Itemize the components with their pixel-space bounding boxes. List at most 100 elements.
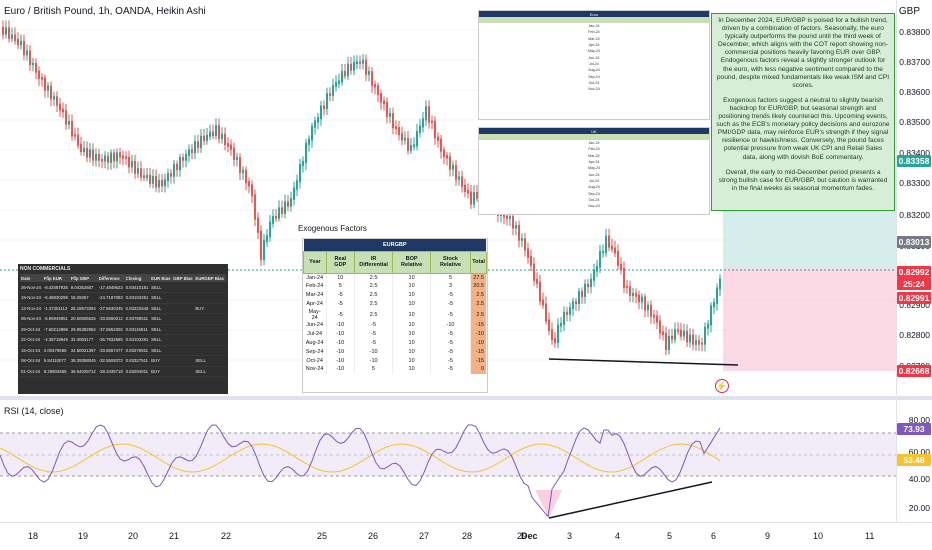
candle: [335, 81, 337, 87]
candle: [140, 168, 142, 178]
time-tick: 4: [615, 531, 621, 541]
table-cell: 0.83115811: [124, 324, 151, 335]
table-cell: Oct-24: [303, 356, 327, 366]
table-cell: Nov-24: [588, 87, 600, 92]
candle: [704, 326, 706, 345]
candle: [410, 145, 412, 151]
candle: [602, 250, 604, 254]
candle: [452, 165, 454, 170]
candle: [536, 278, 538, 284]
table-cell: 15-Oct-24: [20, 345, 43, 356]
table-cell: Aug-24: [588, 68, 600, 73]
table-cell: 27.5: [470, 273, 487, 282]
table-cell: 01-Oct-24: [20, 366, 43, 377]
candle: [530, 255, 532, 266]
candle: [416, 130, 418, 147]
candle: [80, 143, 82, 153]
table-cell: 10: [392, 356, 431, 366]
table-row: Mar-24: [479, 153, 709, 159]
analysis-paragraph-1: In December 2024, EUR/GBP is poised for …: [716, 17, 890, 89]
table-row: Jun-24: [479, 54, 709, 60]
candle: [32, 62, 34, 66]
table-cell: -37.5552302: [97, 324, 125, 335]
candle: [440, 138, 442, 152]
candle: [47, 85, 49, 91]
analysis-paragraph-2: Exogenous factors suggest a neutral to s…: [716, 96, 890, 161]
lightning-icon[interactable]: ⚡: [715, 379, 729, 393]
symbol-title[interactable]: Euro / British Pound, 1h, OANDA, Heikin …: [4, 6, 206, 17]
table-cell: 2.5: [354, 299, 394, 309]
euro-table-title: Euro: [479, 11, 709, 17]
table-cell: 0.83322649: [124, 303, 151, 314]
table-row: Jun-24: [479, 171, 709, 177]
table-cell: 2.5: [470, 290, 487, 300]
table-cell: Mar-24: [303, 290, 327, 300]
pane-separator[interactable]: [0, 396, 932, 400]
table-cell: 05-Nov-24: [20, 313, 43, 325]
table-cell: -5: [430, 356, 472, 366]
candle: [113, 152, 115, 162]
candle: [434, 121, 436, 139]
table-row: 19-Nov-24 -6.46830299 18.25067 -24.7187083 0…: [20, 292, 226, 304]
table-cell: 0.83410181: [124, 282, 151, 293]
table-row: Jul-24: [479, 178, 709, 184]
candle: [11, 34, 13, 39]
price-scale[interactable]: GBP 0.83800 0.83700 0.83600 0.83500 0.83400 0…: [896, 0, 932, 395]
table-cell: [172, 355, 195, 367]
candle: [443, 149, 445, 158]
candle: [323, 105, 325, 109]
candle: [359, 61, 361, 64]
candle: [35, 62, 37, 73]
candle: [161, 180, 163, 187]
table-cell: 0.83103281: [124, 334, 151, 346]
candle: [668, 335, 670, 350]
rsi-tick: 60.00: [908, 447, 930, 457]
table-row: Apr-24: [479, 159, 709, 165]
table-row: 15-Oct-24 2.00479695 34.50021397 -33.865747…: [20, 345, 226, 356]
candle: [137, 168, 139, 174]
table-row: Feb-24 5 2.5 10 3 20.5: [303, 281, 487, 291]
candle: [164, 179, 166, 187]
table-row: Sep-24: [479, 190, 709, 196]
candle: [554, 338, 556, 343]
candle: [257, 217, 259, 233]
table-cell: [172, 313, 195, 325]
exogenous-header: Year: [303, 250, 327, 274]
rsi-chart[interactable]: [0, 400, 896, 522]
candle: [596, 265, 598, 272]
candle: [251, 184, 253, 197]
time-tick: 6: [711, 531, 717, 541]
time-axis[interactable]: 18 19 20 21 22 25 26 27 28 29 Dec 3 4 5 6 9 10 11: [0, 522, 932, 550]
table-row: Mar-24 -5 2.5 10 -5 2.5: [303, 290, 487, 300]
candle: [332, 84, 334, 96]
candle: [701, 342, 703, 345]
candle: [284, 201, 286, 214]
table-cell: 10: [392, 290, 431, 300]
table-row: Sep-24 -10 -10 10 -5 -15: [303, 347, 487, 357]
table-cell: 5: [354, 365, 394, 374]
table-cell: -5: [354, 320, 394, 330]
candle: [371, 71, 373, 87]
table-cell: -10: [326, 356, 355, 366]
table-cell: 2.5: [354, 290, 394, 300]
rsi-line: [0, 424, 721, 518]
candle: [185, 154, 187, 161]
table-cell: 0.83788511: [124, 313, 151, 325]
table-cell: 0.83294811: [124, 366, 151, 377]
candle: [632, 292, 634, 296]
time-tick: 28: [462, 531, 473, 541]
table-row: Nov-24 -10 5 10 -5 0: [303, 365, 487, 374]
candle: [476, 192, 478, 199]
candle: [665, 332, 667, 350]
candle: [623, 267, 625, 288]
analysis-note[interactable]: In December 2024, EUR/GBP is poised for …: [711, 13, 895, 211]
time-tick: Dec: [521, 531, 538, 541]
table-cell: -10: [470, 338, 487, 348]
price-tag: 0.83013: [897, 236, 931, 248]
currency-label: GBP: [898, 6, 920, 17]
rsi-scale[interactable]: 80.00 60.00 40.00 20.00 73.93 53.48: [896, 400, 932, 522]
candle: [686, 330, 688, 343]
table-cell: 0: [470, 365, 487, 374]
table-row: Aug-24 -10 -5 10 -5 -10: [303, 338, 487, 348]
table-cell: Apr-24: [303, 299, 327, 309]
